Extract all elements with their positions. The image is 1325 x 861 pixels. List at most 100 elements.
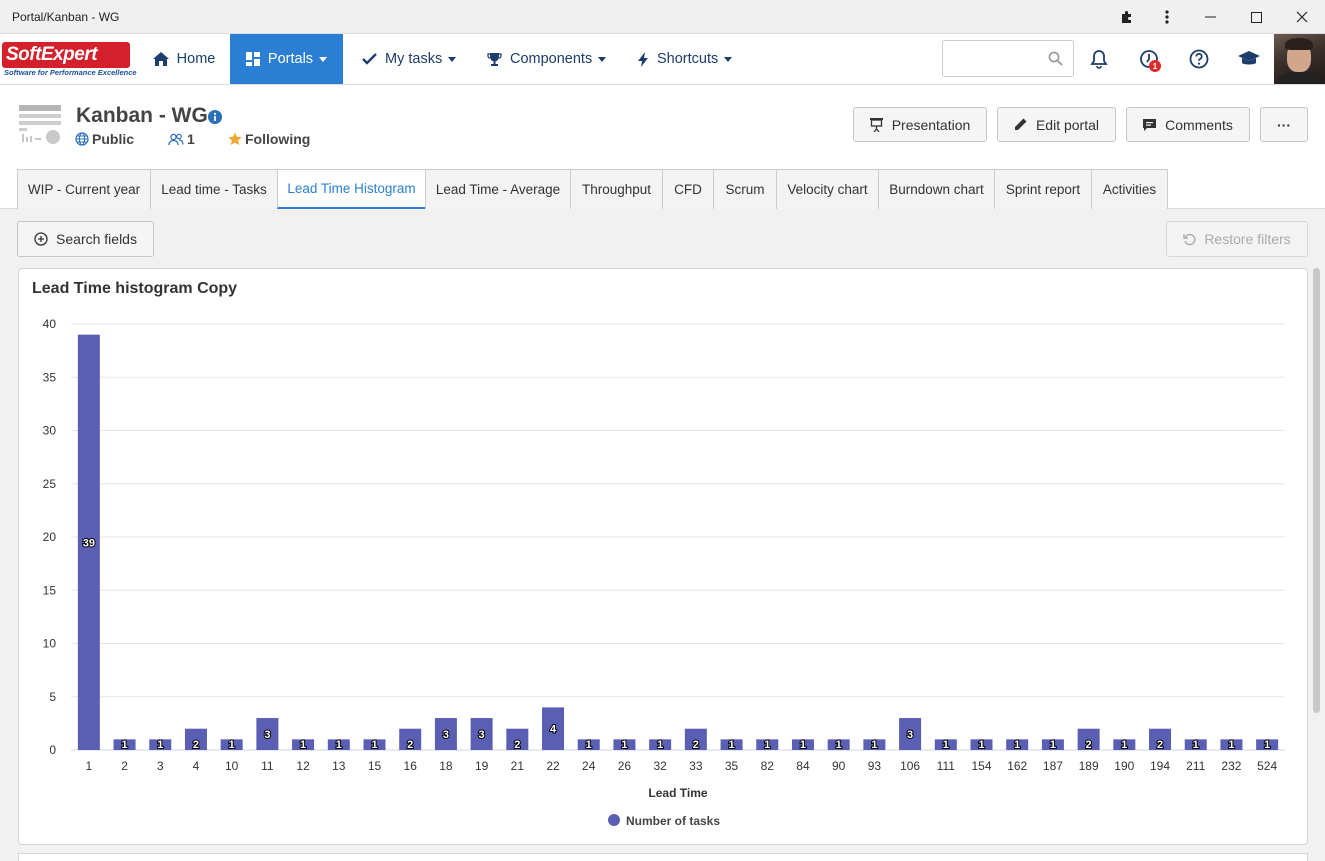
window-title: Portal/Kanban - WG bbox=[12, 9, 120, 24]
chart-card: Lead Time histogram Copy 0 5 10 15 20 25 30 35 4… bbox=[18, 268, 1308, 845]
y-tick-label: 35 bbox=[43, 370, 57, 384]
chart-bar[interactable] bbox=[1041, 739, 1064, 750]
chart-bar[interactable] bbox=[1184, 739, 1207, 750]
bar-data-label: 1 bbox=[621, 739, 627, 751]
nav-portals[interactable]: Portals bbox=[230, 34, 343, 84]
chart-bar[interactable] bbox=[899, 718, 922, 750]
chart-bar[interactable] bbox=[256, 718, 279, 750]
chart-legend[interactable]: Number of tasks bbox=[608, 814, 720, 828]
x-tick-label: 82 bbox=[761, 759, 775, 773]
chart-bar[interactable] bbox=[149, 739, 172, 750]
x-tick-label: 106 bbox=[900, 759, 920, 773]
info-icon[interactable] bbox=[208, 110, 222, 127]
kebab-icon[interactable] bbox=[1147, 0, 1187, 34]
comments-button[interactable]: Comments bbox=[1126, 107, 1250, 142]
tab-label: Activities bbox=[1102, 182, 1157, 197]
tab-cfd[interactable]: CFD bbox=[662, 169, 714, 209]
tab-scrum[interactable]: Scrum bbox=[713, 169, 777, 209]
chart-bar[interactable] bbox=[756, 739, 779, 750]
chart-bar[interactable] bbox=[970, 739, 993, 750]
x-tick-label: 189 bbox=[1079, 759, 1099, 773]
chart-bar[interactable] bbox=[327, 739, 350, 750]
tab-sprint-report[interactable]: Sprint report bbox=[994, 169, 1092, 209]
chart-bar[interactable] bbox=[220, 739, 243, 750]
chart-bar[interactable] bbox=[791, 739, 814, 750]
undo-icon bbox=[1183, 233, 1196, 246]
close-icon[interactable] bbox=[1279, 0, 1325, 34]
bar-data-label: 1 bbox=[1050, 739, 1056, 751]
users-icon bbox=[168, 133, 184, 146]
help-icon[interactable] bbox=[1187, 47, 1211, 71]
presentation-button[interactable]: Presentation bbox=[853, 107, 987, 142]
vertical-scrollbar[interactable] bbox=[1313, 268, 1320, 713]
chart-bar[interactable] bbox=[684, 728, 707, 750]
plus-circle-icon bbox=[34, 232, 48, 246]
nav-shortcuts[interactable]: Shortcuts bbox=[638, 34, 733, 84]
search-input[interactable] bbox=[949, 41, 1049, 76]
restore-filters-button[interactable]: Restore filters bbox=[1166, 221, 1308, 257]
tab-velocity-chart[interactable]: Velocity chart bbox=[776, 169, 879, 209]
comments-label: Comments bbox=[1165, 116, 1233, 133]
chart-bar[interactable] bbox=[934, 739, 957, 750]
trophy-icon bbox=[487, 52, 502, 67]
chart-bar[interactable] bbox=[577, 739, 600, 750]
chart-bar[interactable] bbox=[1113, 739, 1136, 750]
minimize-icon[interactable] bbox=[1187, 0, 1233, 34]
maximize-icon[interactable] bbox=[1233, 0, 1279, 34]
chart-bar[interactable] bbox=[827, 739, 850, 750]
chart-bar[interactable] bbox=[113, 739, 136, 750]
tab-burndown-chart[interactable]: Burndown chart bbox=[878, 169, 995, 209]
bar-data-label: 39 bbox=[83, 537, 95, 549]
x-tick-label: 2 bbox=[121, 759, 128, 773]
edit-portal-button[interactable]: Edit portal bbox=[997, 107, 1116, 142]
x-tick-label: 15 bbox=[368, 759, 382, 773]
chart-bar[interactable] bbox=[863, 739, 886, 750]
members-count[interactable]: 1 bbox=[168, 131, 195, 147]
follow-status[interactable]: Following bbox=[228, 131, 310, 147]
tab-activities[interactable]: Activities bbox=[1091, 169, 1168, 209]
chart-bar[interactable] bbox=[1256, 739, 1279, 750]
tab-wip-current-year[interactable]: WIP - Current year bbox=[17, 169, 151, 209]
search-fields-button[interactable]: Search fields bbox=[17, 221, 154, 257]
x-tick-label: 22 bbox=[546, 759, 560, 773]
chart-bar[interactable] bbox=[399, 728, 422, 750]
tab-lead-time-histogram[interactable]: Lead Time Histogram bbox=[277, 169, 426, 209]
bar-data-label: 1 bbox=[800, 739, 806, 751]
nav-my-tasks-label: My tasks bbox=[385, 51, 443, 67]
chart-bar[interactable] bbox=[1006, 739, 1029, 750]
tab-lead-time-average[interactable]: Lead Time - Average bbox=[425, 169, 571, 209]
chart-bar[interactable] bbox=[613, 739, 636, 750]
bell-icon[interactable] bbox=[1087, 47, 1111, 71]
chart-bar[interactable] bbox=[542, 707, 565, 750]
bar-data-label: 1 bbox=[336, 739, 342, 751]
chart-bar[interactable] bbox=[720, 739, 743, 750]
nav-components[interactable]: Components bbox=[487, 34, 607, 84]
chart-bar[interactable] bbox=[506, 728, 529, 750]
chart-bar[interactable] bbox=[77, 334, 100, 750]
nav-home[interactable]: Home bbox=[140, 34, 228, 84]
chart-bar[interactable] bbox=[1077, 728, 1100, 750]
chart-bar[interactable] bbox=[470, 718, 493, 750]
chart-bar[interactable] bbox=[363, 739, 386, 750]
user-avatar[interactable] bbox=[1274, 34, 1325, 84]
chart-bar[interactable] bbox=[1149, 728, 1172, 750]
x-tick-label: 10 bbox=[225, 759, 239, 773]
nav-my-tasks[interactable]: My tasks bbox=[362, 34, 457, 84]
chart-bar[interactable] bbox=[649, 739, 672, 750]
chart-bar[interactable] bbox=[434, 718, 457, 750]
chart-bar[interactable] bbox=[184, 728, 207, 750]
y-tick-label: 10 bbox=[43, 637, 57, 651]
puzzle-icon[interactable] bbox=[1107, 0, 1147, 34]
global-search[interactable] bbox=[942, 40, 1074, 77]
presentation-label: Presentation bbox=[891, 116, 971, 133]
more-options-button[interactable]: ··· bbox=[1260, 107, 1308, 142]
tab-throughput[interactable]: Throughput bbox=[570, 169, 663, 209]
search-icon[interactable] bbox=[1048, 51, 1063, 69]
softexpert-logo[interactable]: Soft Expert Software for Performance Exce… bbox=[2, 42, 137, 77]
chart-bar[interactable] bbox=[292, 739, 315, 750]
workflow-alerts-icon[interactable]: 1 bbox=[1137, 47, 1161, 72]
chart-bar[interactable] bbox=[1220, 739, 1243, 750]
tab-lead-time-tasks[interactable]: Lead time - Tasks bbox=[150, 169, 278, 209]
graduation-cap-icon[interactable] bbox=[1237, 47, 1261, 71]
y-tick-label: 5 bbox=[49, 690, 56, 704]
